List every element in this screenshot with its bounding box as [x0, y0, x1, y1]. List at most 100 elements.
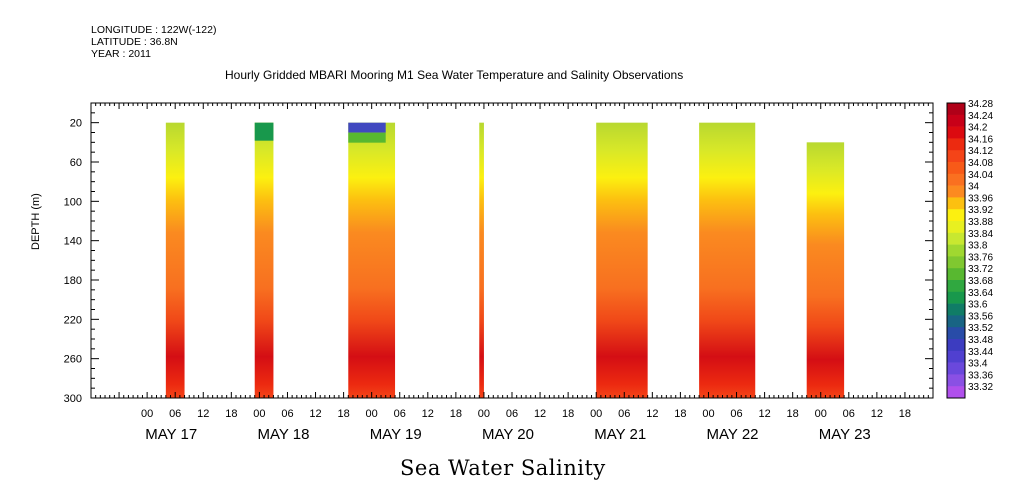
x-day-label: MAY 20 [482, 426, 534, 443]
colorbar-frame [946, 102, 966, 399]
colorbar-swatch [947, 103, 965, 116]
colorbar-swatch [947, 315, 965, 328]
x-day-label: MAY 23 [819, 426, 871, 443]
colorbar-swatch [947, 280, 965, 293]
colorbar-level-label: 33.88 [968, 217, 993, 228]
colorbar-level-label: 33.6 [968, 300, 988, 311]
x-hour-label: 06 [394, 408, 406, 420]
x-hour-label: 18 [787, 408, 799, 420]
x-hour-label: 18 [899, 408, 911, 420]
x-hour-label: 12 [871, 408, 883, 420]
data-block-3 [348, 122, 396, 399]
y-tick-label: 220 [64, 314, 82, 326]
colorbar-swatch [947, 374, 965, 387]
location-metadata: LONGITUDE : 122W(-122) LATITUDE : 36.8N … [91, 24, 216, 60]
x-hour-label: 06 [506, 408, 518, 420]
colorbar-swatch [947, 350, 965, 363]
data-block-6 [699, 122, 756, 399]
colorbar-level-label: 34.16 [968, 134, 993, 145]
colorbar-swatch [947, 232, 965, 245]
x-hour-label: 00 [478, 408, 490, 420]
x-hour-label: 06 [843, 408, 855, 420]
y-tick-label: 20 [70, 118, 82, 130]
colorbar-level-label: 34.2 [968, 123, 988, 134]
x-hour-label: 12 [422, 408, 434, 420]
colorbar-level-label: 33.84 [968, 229, 993, 240]
x-hour-label: 00 [702, 408, 714, 420]
x-day-label: MAY 21 [594, 426, 646, 443]
y-tick-label: 180 [64, 275, 82, 287]
data-block-5 [596, 122, 648, 399]
x-hour-label: 06 [169, 408, 181, 420]
surface-fresh-patch [254, 122, 274, 141]
x-hour-label: 18 [674, 408, 686, 420]
colorbar-level-label: 33.56 [968, 311, 993, 322]
data-block-7 [806, 142, 845, 398]
x-hour-label: 18 [337, 408, 349, 420]
colorbar-level-label: 33.72 [968, 264, 993, 275]
colorbar-level-label: 34.08 [968, 158, 993, 169]
longitude-label: LONGITUDE : 122W(-122) [91, 24, 217, 36]
latitude-label: LATITUDE : 36.8N [91, 36, 178, 48]
colorbar-level-label: 33.52 [968, 323, 993, 334]
variable-title: Sea Water Salinity [400, 456, 606, 480]
x-hour-label: 06 [281, 408, 293, 420]
colorbar-swatch [947, 303, 965, 316]
surface-fresh-patch [348, 122, 386, 133]
x-hour-label: 12 [646, 408, 658, 420]
colorbar-swatch [947, 244, 965, 257]
x-hour-label: 06 [730, 408, 742, 420]
data-block-4 [479, 122, 484, 399]
colorbar-swatch [947, 268, 965, 281]
colorbar-swatch [947, 114, 965, 127]
colorbar-swatch [947, 339, 965, 352]
x-hour-label: 00 [253, 408, 265, 420]
x-hour-label: 00 [815, 408, 827, 420]
colorbar-swatch [947, 256, 965, 269]
y-tick-label: 100 [64, 196, 82, 208]
colorbar-swatch [947, 221, 965, 234]
colorbar-swatch [947, 126, 965, 139]
colorbar-level-label: 33.96 [968, 193, 993, 204]
colorbar-level-label: 34 [968, 182, 980, 193]
data-block-1 [165, 122, 185, 399]
colorbar-swatch [947, 150, 965, 163]
colorbar-swatch [947, 386, 965, 399]
x-hour-label: 18 [562, 408, 574, 420]
x-day-label: MAY 19 [370, 426, 422, 443]
colorbar-swatch [947, 138, 965, 151]
x-hour-label: 12 [758, 408, 770, 420]
x-hour-label: 18 [450, 408, 462, 420]
colorbar-level-label: 33.48 [968, 335, 993, 346]
colorbar-swatch [947, 185, 965, 198]
y-tick-label: 140 [64, 236, 82, 248]
colorbar-level-label: 33.36 [968, 370, 993, 381]
y-tick-label: 60 [70, 157, 82, 169]
colorbar-level-label: 33.4 [968, 359, 988, 370]
colorbar-level-label: 33.32 [968, 382, 993, 393]
colorbar-swatch [947, 362, 965, 375]
y-tick-label: 300 [64, 393, 82, 405]
x-hour-label: 00 [590, 408, 602, 420]
chart-title: Hourly Gridded MBARI Mooring M1 Sea Wate… [225, 68, 684, 82]
x-hour-label: 00 [366, 408, 378, 420]
x-hour-label: 12 [534, 408, 546, 420]
colorbar-swatch [947, 209, 965, 222]
x-hour-label: 12 [309, 408, 321, 420]
x-hour-label: 12 [197, 408, 209, 420]
colorbar-level-label: 34.04 [968, 170, 993, 181]
colorbar-level-label: 34.12 [968, 146, 993, 157]
x-hour-label: 18 [225, 408, 237, 420]
colorbar-swatch [947, 173, 965, 186]
colorbar-level-label: 34.24 [968, 111, 993, 122]
colorbar-level-label: 33.68 [968, 276, 993, 287]
colorbar-swatch [947, 162, 965, 175]
x-day-label: MAY 18 [257, 426, 309, 443]
colorbar-level-label: 34.28 [968, 99, 993, 110]
surface-fresh-patch [348, 132, 386, 143]
x-hour-label: 00 [141, 408, 153, 420]
data-block-2 [254, 122, 274, 399]
y-tick-label: 260 [64, 354, 82, 366]
colorbar-level-label: 33.64 [968, 288, 993, 299]
